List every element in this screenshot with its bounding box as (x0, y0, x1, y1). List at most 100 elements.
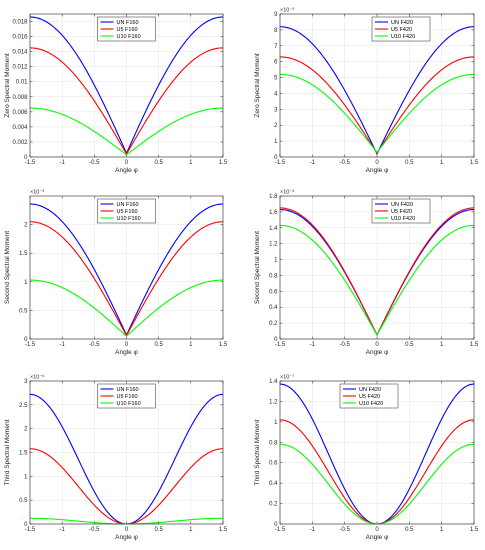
legend-entry: U10 F160 (117, 34, 141, 40)
chart-panel-1: -1.5 -1 -0.5 0 0.5 1 1.5 0 0.002 0.004 0.006 0.008 0… (4, 13, 228, 174)
x-axis-label: Angle φ (115, 534, 138, 541)
y-tick-label: 2.5 (19, 403, 28, 409)
y-tick-label: 0.014 (12, 50, 28, 56)
x-tick-label: 1.5 (470, 160, 479, 166)
y-axis-label: Third Spectral Moment (4, 419, 11, 485)
x-tick-label: -1 (310, 527, 316, 533)
x-tick-label: -0.5 (89, 527, 100, 533)
y-axis-label: Third Spectral Moment (254, 419, 261, 485)
x-tick-label: 0.5 (154, 527, 163, 533)
x-tick-label: -1 (310, 160, 316, 166)
y-tick-label: 3 (274, 107, 278, 113)
x-tick-label: 0.5 (405, 342, 414, 348)
x-tick-label: 1 (189, 342, 193, 348)
legend-entry: U10 F420 (359, 401, 383, 407)
x-tick-label: -0.5 (339, 160, 350, 166)
legend-entry: U10 F160 (117, 401, 141, 407)
x-tick-label: 1.5 (219, 527, 228, 533)
y-exponent-label: ×10⁻³ (280, 190, 294, 196)
chart-panel-2: -1.5 -1 -0.5 0 0.5 1 1.5 0 1 2 3 4 5 6 7 8 9×10⁻³ Angle φ… (254, 8, 479, 175)
series-line-3 (279, 73, 475, 154)
x-tick-label: 0 (375, 527, 379, 533)
chart-panel-6: -1.5 -1 -0.5 0 0.5 1 1.5 0 0.2 0.4 0.6 0.8 1 1.2 1.4×1… (254, 374, 479, 542)
y-axis-label: Second Spectral Moment (254, 231, 261, 304)
x-tick-label: -0.5 (89, 160, 100, 166)
y-tick-label: 0 (24, 522, 28, 528)
y-tick-label: 2 (274, 123, 278, 129)
x-tick-label: -1.5 (275, 342, 286, 348)
y-axis-label: Zero Spectral Moment (254, 53, 261, 117)
y-tick-label: 3 (24, 379, 28, 385)
y-exponent-label: ×10⁻⁷ (280, 374, 294, 381)
x-tick-label: -1 (59, 342, 65, 348)
y-tick-label: 1.5 (19, 451, 28, 457)
legend-entry: UN F160 (117, 202, 139, 208)
y-tick-label: 2 (24, 427, 28, 433)
y-tick-label: 0 (24, 155, 28, 161)
y-tick-label: 7 (274, 44, 278, 50)
x-axis-label: Angle φ (366, 167, 389, 174)
y-tick-label: 0.016 (12, 35, 28, 41)
y-tick-label: 0.8 (269, 273, 278, 279)
x-axis-label: Angle φ (115, 167, 138, 174)
x-tick-label: 0.5 (405, 160, 414, 166)
legend-entry: U5 F160 (117, 27, 138, 33)
legend-entry: U10 F420 (391, 34, 415, 40)
legend-entry: U5 F420 (391, 27, 412, 33)
x-axis-label: Angle φ (366, 534, 389, 541)
y-tick-label: 0 (24, 337, 28, 343)
y-tick-label: 0.2 (269, 502, 278, 508)
x-tick-label: 0 (125, 160, 129, 166)
y-tick-label: 1.4 (269, 379, 278, 385)
y-tick-label: 9 (274, 12, 278, 18)
legend-entry: U5 F160 (117, 394, 138, 400)
y-axis-label: Zero Spectral Moment (4, 53, 11, 117)
series-line-2 (29, 47, 224, 156)
y-tick-label: 6 (274, 60, 278, 66)
x-tick-label: 1.5 (470, 342, 479, 348)
x-tick-label: 1.5 (219, 342, 228, 348)
x-tick-label: -1.5 (25, 527, 36, 533)
y-tick-label: 4 (274, 91, 278, 97)
y-tick-label: 5 (274, 76, 278, 82)
legend-entry: U5 F420 (359, 394, 380, 400)
x-tick-label: 0.5 (154, 160, 163, 166)
y-tick-label: 0.01 (16, 80, 28, 86)
legend-entry: U5 F160 (117, 209, 138, 215)
y-tick-label: 1 (274, 139, 278, 145)
series-line-3 (279, 224, 475, 337)
x-tick-label: 0 (375, 342, 379, 348)
legend-entry: U10 F420 (391, 216, 415, 222)
chart-panel-4: -1.5 -1 -0.5 0 0.5 1 1.5 0 0.2 0.4 0.6 0.8 1 1.2 1.4 1.… (254, 190, 479, 357)
y-tick-label: 0.8 (269, 440, 278, 446)
y-tick-label: 0.008 (12, 95, 28, 101)
y-exponent-label: ×10⁻³ (30, 190, 44, 196)
y-tick-label: 0.6 (269, 289, 278, 295)
legend-entry: UN F160 (117, 387, 139, 393)
y-tick-label: 0.018 (12, 20, 28, 26)
x-tick-label: 0 (125, 527, 129, 533)
x-tick-label: 1 (189, 527, 193, 533)
y-exponent-label: ×10⁻³ (280, 8, 294, 14)
x-axis-label: Angle φ (115, 349, 138, 356)
y-tick-label: 8 (274, 28, 278, 34)
legend-entry: UN F420 (391, 202, 413, 208)
x-axis-label: Angle φ (366, 349, 389, 356)
y-exponent-label: ×10⁻⁶ (30, 374, 45, 381)
y-tick-label: 0.002 (12, 140, 28, 146)
y-tick-label: 1.8 (269, 194, 278, 200)
x-tick-label: -0.5 (89, 342, 100, 348)
legend-entry: U5 F420 (391, 209, 412, 215)
y-tick-label: 0.004 (12, 125, 28, 131)
y-tick-label: 1.6 (269, 210, 278, 216)
x-tick-label: 0 (375, 160, 379, 166)
x-tick-label: -1.5 (25, 342, 36, 348)
y-tick-label: 1.4 (269, 226, 278, 232)
y-tick-label: 0.4 (269, 481, 278, 487)
